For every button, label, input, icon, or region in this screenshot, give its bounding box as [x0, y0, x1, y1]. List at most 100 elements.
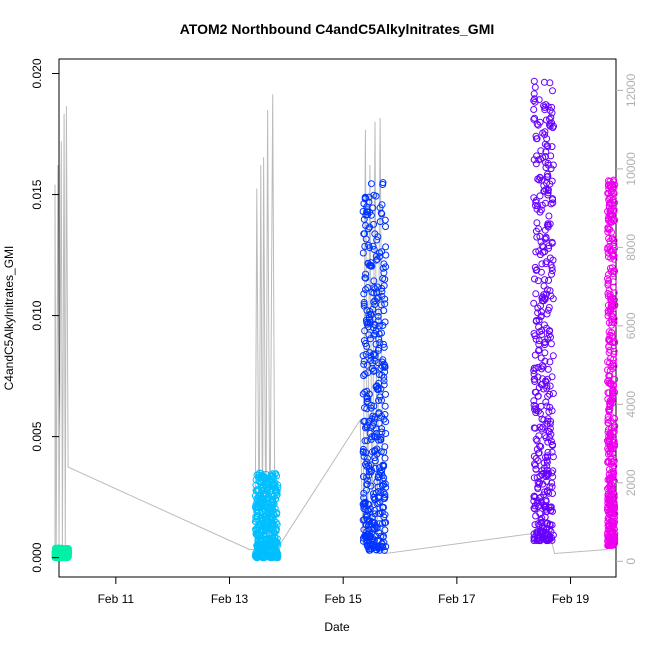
data-point — [382, 483, 390, 491]
data-point — [379, 264, 387, 272]
data-point — [547, 165, 555, 173]
data-point — [266, 503, 274, 511]
data-point — [548, 469, 556, 477]
data-point — [609, 529, 617, 537]
data-point — [362, 513, 370, 521]
data-point — [382, 251, 390, 259]
y2-tick-label: 6000 — [624, 312, 638, 339]
data-point — [378, 543, 386, 550]
data-point — [381, 493, 389, 501]
data-point — [530, 106, 538, 113]
data-point — [372, 256, 380, 264]
data-point — [362, 235, 370, 243]
data-point — [380, 282, 388, 290]
data-point — [252, 502, 260, 510]
data-point — [58, 546, 66, 553]
data-point — [370, 246, 378, 253]
data-point — [549, 161, 557, 169]
data-point — [368, 415, 376, 423]
data-point — [57, 553, 65, 561]
data-point — [359, 249, 367, 257]
data-point — [610, 183, 618, 191]
data-point — [604, 279, 612, 287]
data-point — [543, 507, 551, 515]
data-point — [532, 317, 540, 324]
data-point — [606, 505, 614, 513]
data-point — [269, 495, 277, 503]
data-point — [535, 347, 542, 355]
data-point — [363, 320, 371, 328]
data-point — [535, 521, 543, 529]
data-point — [610, 438, 618, 446]
data-point — [538, 534, 546, 542]
data-point — [365, 311, 373, 319]
data-point — [371, 457, 379, 465]
data-point — [366, 223, 374, 231]
data-point — [542, 148, 550, 156]
data-point — [375, 529, 383, 537]
data-point — [542, 260, 550, 268]
data-point — [538, 294, 546, 302]
data-point — [536, 233, 544, 240]
y-tick-label: 0.020 — [30, 58, 44, 88]
axes-layer: 0.000 0.005 0.010 0.015 0.020 Feb 11 Feb 13 Feb… — [30, 58, 638, 606]
data-point — [365, 225, 373, 233]
data-point — [537, 147, 545, 155]
data-point — [606, 359, 614, 367]
data-point — [382, 390, 389, 398]
data-point — [546, 382, 554, 390]
data-point — [542, 503, 550, 511]
y-tick-label: 0.005 — [30, 421, 44, 451]
data-point — [548, 143, 556, 151]
y2-tick-label: 4000 — [624, 391, 638, 418]
data-point — [538, 331, 546, 338]
data-point — [378, 371, 386, 379]
data-point — [377, 532, 385, 540]
data-point — [373, 478, 381, 486]
y-tick-label: 0.015 — [30, 179, 44, 209]
data-point — [537, 302, 545, 310]
data-point — [604, 492, 612, 500]
data-point — [530, 493, 538, 500]
data-point — [548, 448, 556, 456]
data-point — [273, 525, 280, 533]
data-point — [542, 434, 550, 442]
data-point — [360, 494, 368, 502]
data-point — [540, 501, 548, 509]
data-point — [379, 181, 387, 188]
y2-tick-label: 12000 — [624, 73, 638, 107]
data-point — [538, 201, 546, 209]
data-point — [369, 242, 377, 250]
data-point — [545, 489, 553, 497]
y-tick-label: 0.010 — [30, 300, 44, 330]
data-point — [377, 448, 385, 456]
data-point — [375, 409, 383, 417]
data-point — [548, 438, 555, 445]
data-point — [609, 533, 617, 541]
data-point — [361, 327, 369, 335]
data-point — [535, 156, 543, 164]
data-point — [534, 121, 542, 129]
series-group — [251, 469, 282, 562]
data-point — [610, 350, 618, 358]
data-point — [543, 477, 551, 485]
data-point — [381, 216, 389, 224]
data-point — [549, 490, 556, 497]
x-tick-label: Feb 17 — [438, 592, 476, 606]
data-point — [363, 463, 371, 470]
data-point — [549, 199, 557, 207]
data-point — [609, 470, 617, 478]
data-point — [362, 194, 370, 202]
x-tick-label: Feb 19 — [552, 592, 590, 606]
data-point — [375, 397, 382, 404]
data-point — [366, 335, 374, 343]
data-point — [371, 447, 378, 455]
x-tick-label: Feb 11 — [98, 592, 135, 606]
data-point — [364, 507, 372, 515]
data-point — [530, 156, 538, 164]
data-point — [381, 526, 389, 534]
data-point — [606, 336, 614, 344]
data-point — [379, 461, 387, 469]
data-point — [610, 241, 618, 249]
data-point — [533, 219, 541, 227]
